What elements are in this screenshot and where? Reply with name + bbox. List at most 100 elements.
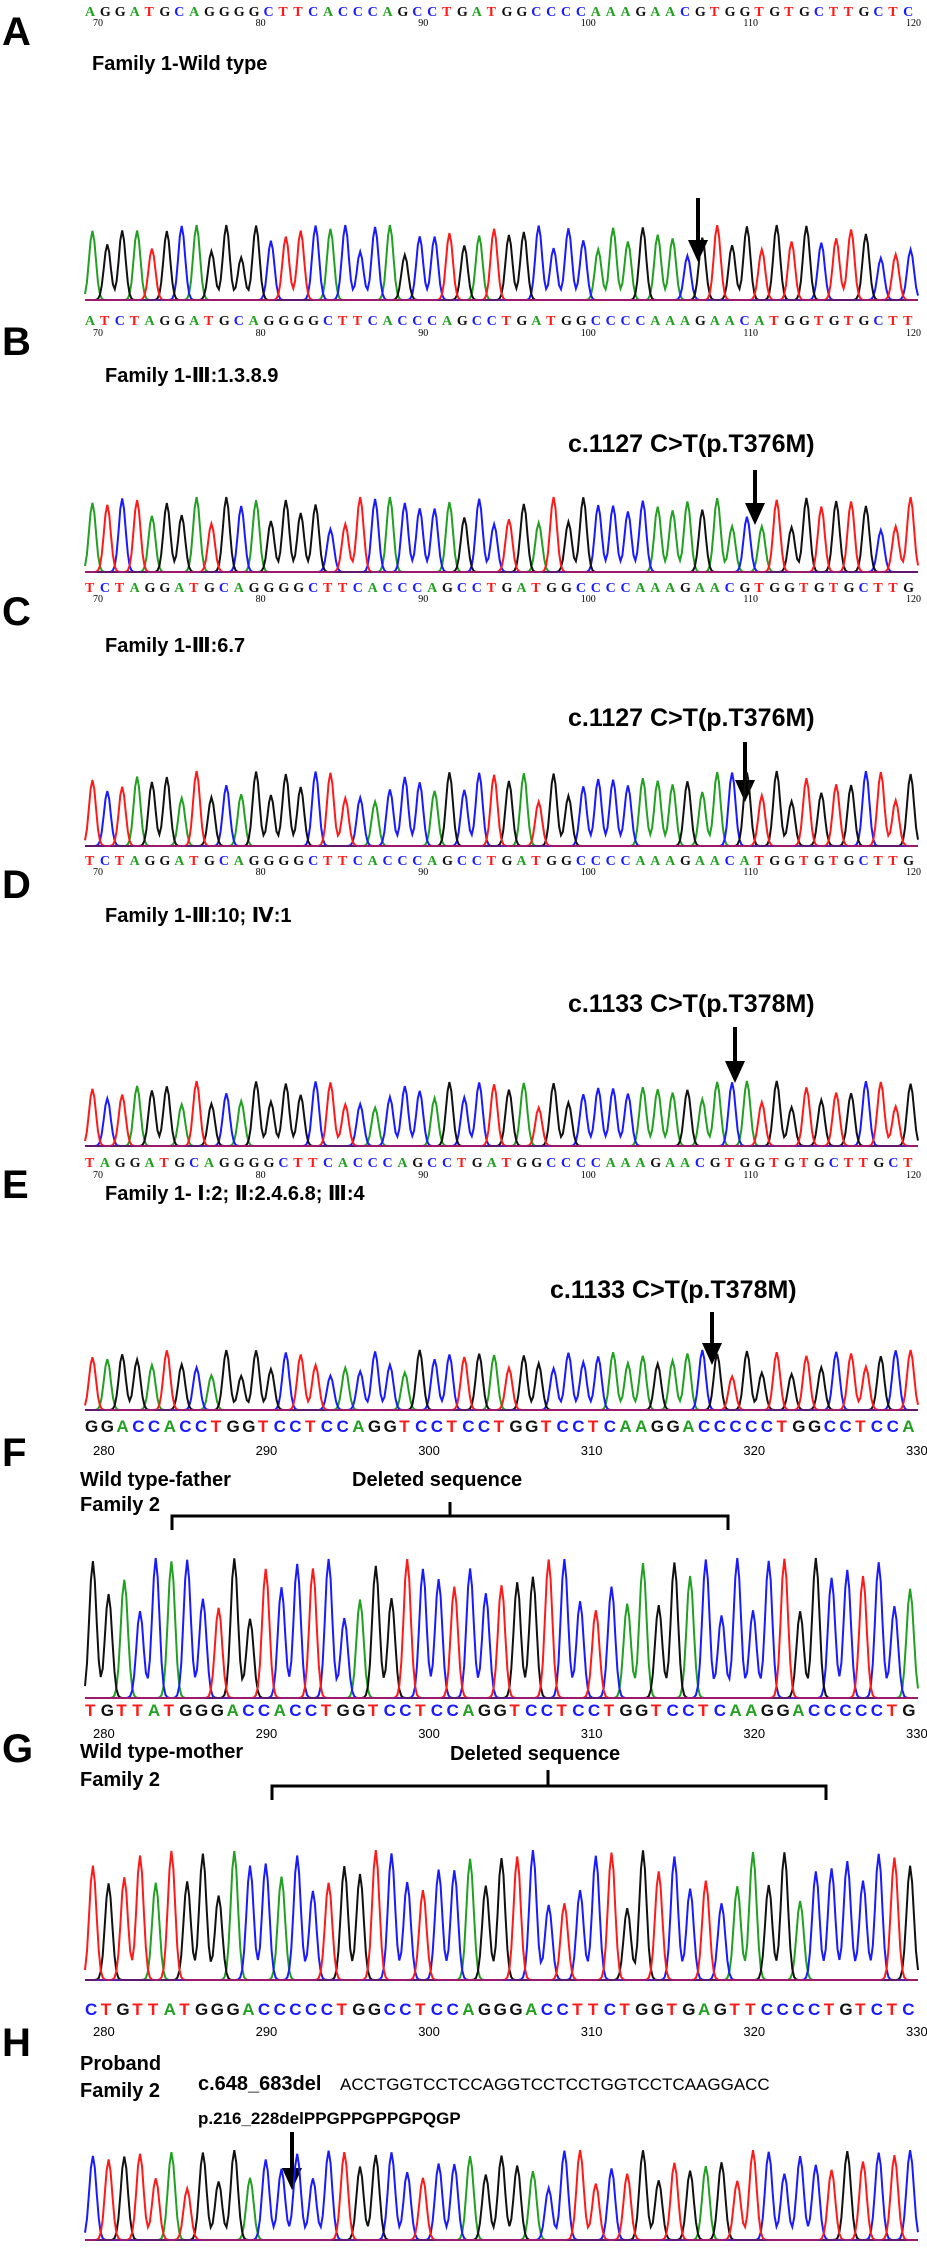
base-call: C [725,581,735,596]
base-call: A [130,581,141,596]
base-call: A [650,854,661,869]
base-call: T [829,5,839,20]
base-call: A [621,1156,632,1171]
base-call: T [572,2000,583,2019]
base-call: G [494,2000,507,2019]
base-call: C [887,1417,899,1436]
base-call: A [621,5,632,20]
base-call: A [323,5,334,20]
base-call: G [293,314,304,329]
base-call: G [264,314,275,329]
panel-c-ticks: 70 80 90 100 110 120 [93,594,921,605]
base-call: G [695,314,706,329]
base-call: G [680,581,691,596]
base-call: A [680,314,691,329]
base-call: A [516,581,527,596]
base-call: G [799,314,810,329]
base-call: T [258,1417,269,1436]
base-call: T [415,1701,426,1720]
base-call: T [164,1701,175,1720]
base-call: T [278,5,288,20]
panel-a-letter: A [2,10,31,54]
tick-label: 110 [743,867,758,878]
panel-e-chromatogram [84,1080,919,1147]
base-call: T [179,2000,190,2019]
base-call: T [588,1417,599,1436]
base-call: C [525,1701,537,1720]
base-call: C [871,2000,883,2019]
base-call: T [130,314,140,329]
base-call: A [650,581,661,596]
base-call: G [650,1156,661,1171]
base-call: A [368,854,379,869]
base-call: C [148,1417,160,1436]
base-call: G [784,854,795,869]
base-call: G [873,1156,884,1171]
base-call: T [447,1417,458,1436]
base-call: A [462,2000,474,2019]
base-call: C [258,1701,270,1720]
base-call: A [516,854,527,869]
base-call: G [195,1701,208,1720]
base-call: T [101,2000,112,2019]
base-call: A [274,1701,286,1720]
base-call: A [234,854,245,869]
base-call: C [472,581,482,596]
base-call: T [338,581,348,596]
base-call: T [769,314,779,329]
base-call: C [457,581,467,596]
base-call: G [502,5,513,20]
panel-f-chromatogram [84,1349,919,1411]
base-call: T [85,1701,96,1720]
base-call: C [761,1417,773,1436]
base-call: G [211,1701,224,1720]
base-call: C [323,1156,333,1171]
base-call: T [189,581,199,596]
base-call: A [116,1417,128,1436]
panel-g-chromatogram [84,1557,919,1700]
tick-label: 90 [418,328,428,339]
tick-label: 70 [93,1170,103,1181]
base-call: G [219,1156,230,1171]
base-call: A [242,2000,254,2019]
tick-label: 90 [418,867,428,878]
tick-label: 70 [93,328,103,339]
tick-label: 290 [256,1726,278,1741]
panel-h-chromatogram [84,1849,919,2241]
base-call: T [754,581,764,596]
base-call: G [195,2000,208,2019]
base-call: C [667,1701,679,1720]
base-call: T [903,1156,913,1171]
trace-t [85,1558,918,1699]
base-call: G [509,1417,522,1436]
base-call: A [680,1156,691,1171]
base-call: G [211,2000,224,2019]
tick-label: 120 [906,328,921,339]
base-call: T [667,2000,678,2019]
base-call: G [249,854,260,869]
base-call: A [745,1701,757,1720]
base-call: T [855,2000,866,2019]
base-call: T [159,1156,169,1171]
base-call: T [777,1417,788,1436]
base-call: T [399,1417,410,1436]
base-call: T [368,1701,379,1720]
base-call: G [293,854,304,869]
base-call: A [635,1156,646,1171]
base-call: T [353,314,363,329]
base-call: A [164,2000,176,2019]
base-call: G [546,581,557,596]
base-call: G [509,2000,522,2019]
tick-label: 280 [93,2024,115,2039]
base-call: C [606,314,616,329]
base-call: T [85,581,95,596]
base-call: C [321,2000,333,2019]
base-call: T [502,1156,512,1171]
base-call: G [115,1156,126,1171]
panel-h-label: Proband [80,2053,161,2075]
base-call: C [234,314,244,329]
panel-e-mutation: c.1133 C>T(p.T378M) [568,990,815,1018]
